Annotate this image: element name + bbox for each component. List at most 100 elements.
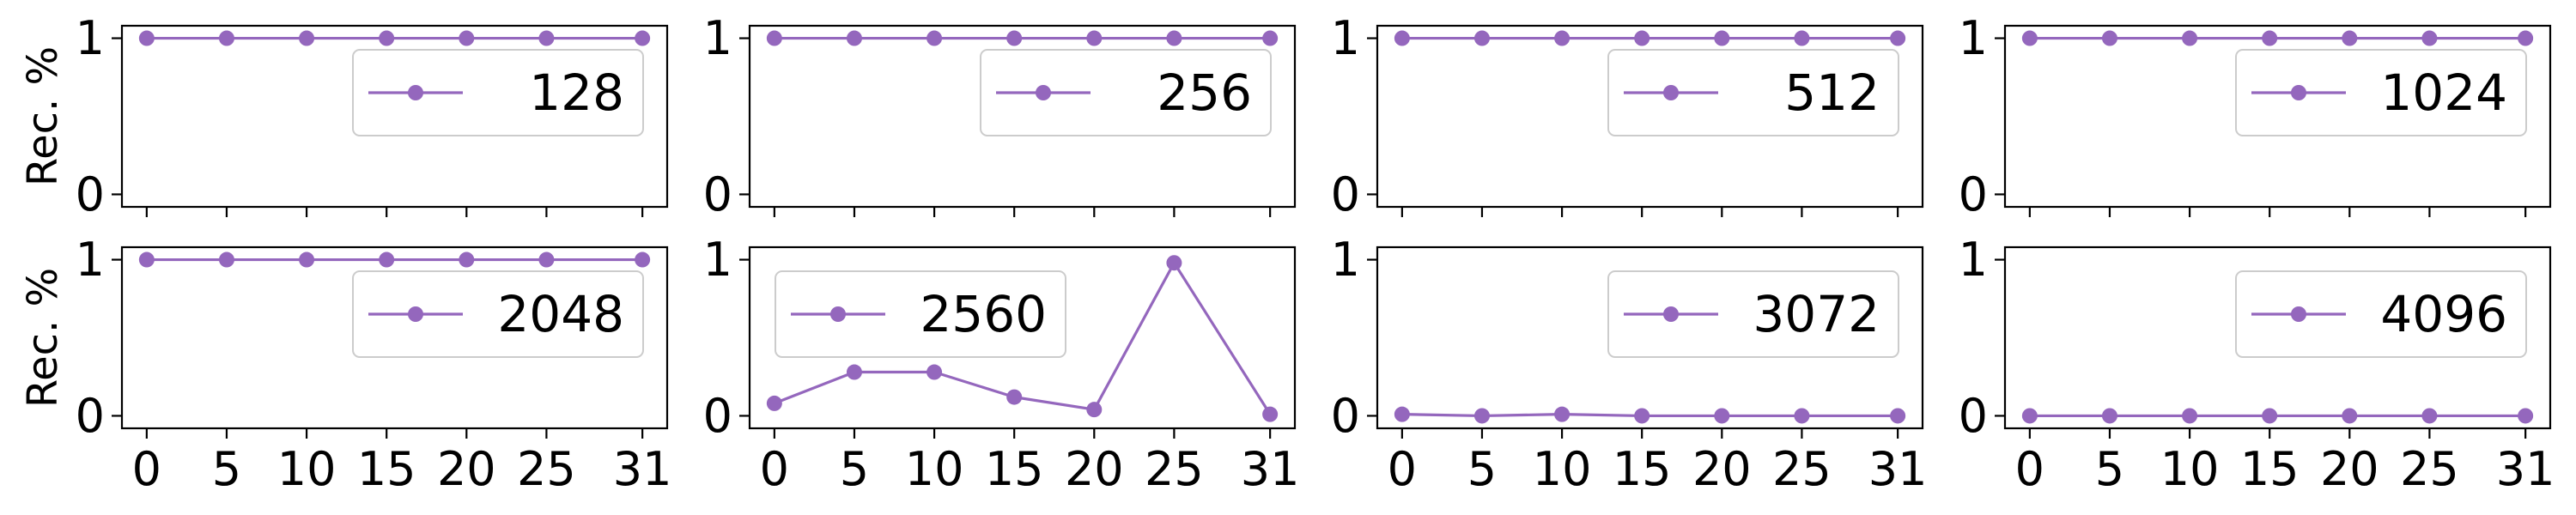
data-point <box>2342 408 2358 424</box>
data-point <box>218 251 234 268</box>
subplot-256: 0 1 256 <box>703 11 1297 221</box>
data-point <box>2021 408 2038 424</box>
y-tick-label: 0 <box>1959 389 1988 443</box>
legend-box <box>1607 270 1899 358</box>
legend: 128 <box>352 49 644 136</box>
x-tick-label: 15 <box>2240 442 2300 496</box>
x-tick-label: 5 <box>840 442 869 496</box>
y-tick-label: 1 <box>76 233 105 287</box>
legend: 2560 <box>775 270 1066 358</box>
y-tick-label: 0 <box>1331 389 1360 443</box>
legend-label: 2560 <box>920 285 1047 343</box>
x-tick-label: 31 <box>1241 442 1300 496</box>
x-tick-label: 5 <box>2095 442 2124 496</box>
legend: 2048 <box>352 270 644 358</box>
data-point <box>1473 30 1490 46</box>
x-tick-label: 25 <box>517 442 576 496</box>
data-point <box>299 30 315 46</box>
y-tick-label: 0 <box>703 167 732 221</box>
subplot-1024: 0 1 1024 <box>1959 11 2552 221</box>
data-point <box>2262 408 2278 424</box>
x-tick-label: 25 <box>1772 442 1832 496</box>
legend: 1024 <box>2235 49 2527 136</box>
data-point <box>538 30 555 46</box>
x-tick-label: 20 <box>2320 442 2379 496</box>
data-point <box>2342 30 2358 46</box>
data-point <box>1394 30 1410 46</box>
data-point <box>2262 30 2278 46</box>
data-point <box>379 251 395 268</box>
legend-box <box>352 49 644 136</box>
x-tick-label: 31 <box>613 442 672 496</box>
legend-marker <box>1663 85 1679 100</box>
data-point <box>1634 408 1650 424</box>
x-tick-label: 20 <box>1065 442 1124 496</box>
data-point <box>927 364 943 380</box>
data-point <box>2021 30 2038 46</box>
data-point <box>299 251 315 268</box>
data-point <box>1006 30 1023 46</box>
legend-box <box>2235 49 2527 136</box>
data-point <box>2101 30 2117 46</box>
data-point <box>1394 406 1410 422</box>
data-point <box>766 395 782 411</box>
y-tick-label: 1 <box>1959 11 1988 65</box>
x-tick-label: 10 <box>1533 442 1592 496</box>
legend-label: 4096 <box>2380 285 2507 343</box>
data-point <box>1006 389 1023 405</box>
data-point <box>459 30 475 46</box>
data-point <box>2421 408 2438 424</box>
data-point <box>1166 30 1182 46</box>
x-tick-label: 25 <box>1145 442 1204 496</box>
legend-box <box>2235 270 2527 358</box>
x-tick-label: 0 <box>2015 442 2044 496</box>
data-point <box>846 364 862 380</box>
x-tick-label: 25 <box>2400 442 2459 496</box>
x-tick-label: 0 <box>132 442 161 496</box>
legend-box <box>352 270 644 358</box>
data-point <box>1086 30 1103 46</box>
legend-marker <box>408 85 423 100</box>
y-tick-label: 0 <box>703 389 732 443</box>
plot-area <box>1376 24 1924 209</box>
y-tick-label: 1 <box>1331 233 1360 287</box>
legend-box <box>980 49 1272 136</box>
data-point <box>1262 30 1279 46</box>
x-tick-label: 31 <box>1868 442 1928 496</box>
data-point <box>459 251 475 268</box>
x-tick-label: 10 <box>277 442 337 496</box>
data-point <box>379 30 395 46</box>
data-point <box>2518 30 2534 46</box>
legend: 512 <box>1607 49 1899 136</box>
data-point <box>1634 30 1650 46</box>
data-point <box>2518 408 2534 424</box>
x-tick-label: 10 <box>905 442 964 496</box>
x-tick-label: 20 <box>437 442 496 496</box>
data-point <box>1794 30 1810 46</box>
legend: 256 <box>980 49 1272 136</box>
data-point <box>138 251 155 268</box>
plot-area <box>2003 24 2552 209</box>
data-point <box>1554 30 1571 46</box>
x-tick-label: 0 <box>760 442 789 496</box>
legend-marker <box>1663 306 1679 322</box>
legend-marker <box>1036 85 1051 100</box>
data-point <box>2182 30 2198 46</box>
legend-marker <box>408 306 423 322</box>
x-tick-label: 15 <box>1613 442 1672 496</box>
x-tick-label: 5 <box>212 442 241 496</box>
legend-label: 256 <box>1157 64 1252 122</box>
plot-area <box>120 245 669 430</box>
legend: 4096 <box>2235 270 2527 358</box>
data-point <box>1714 30 1730 46</box>
plot-area <box>748 24 1297 209</box>
data-point <box>218 30 234 46</box>
data-point <box>1794 408 1810 424</box>
y-tick-label: 0 <box>76 389 105 443</box>
